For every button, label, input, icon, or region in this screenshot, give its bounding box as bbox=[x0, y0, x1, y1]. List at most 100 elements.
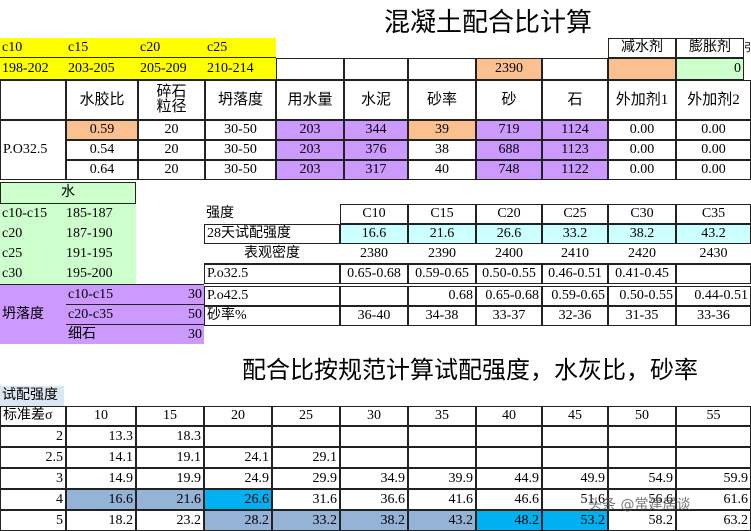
mix-cell-a2[interactable]: 0.00 bbox=[676, 160, 751, 180]
strength-cell[interactable]: 32-36 bbox=[542, 306, 608, 326]
trial-cell[interactable]: 46.6 bbox=[476, 489, 542, 510]
trial-cell[interactable]: 59.9 bbox=[676, 468, 751, 489]
trial-cell[interactable] bbox=[340, 426, 408, 447]
mix-cell-water[interactable]: 203 bbox=[276, 160, 344, 180]
trial-cell[interactable]: 29.9 bbox=[272, 468, 340, 489]
mix-cell-a1[interactable]: 0.00 bbox=[608, 140, 676, 160]
strength-cell[interactable]: 0.44-0.51 bbox=[676, 286, 751, 306]
grade-cell[interactable]: c15 bbox=[66, 38, 138, 58]
trial-cell[interactable] bbox=[272, 426, 340, 447]
trial-cell[interactable]: 36.6 bbox=[340, 489, 408, 510]
strength-cell[interactable]: 33-37 bbox=[476, 306, 542, 326]
trial-cell[interactable]: 33.2 bbox=[272, 510, 340, 531]
slump-value[interactable]: 30 bbox=[156, 324, 204, 344]
water-value[interactable]: 185-187 bbox=[64, 204, 136, 224]
mix-cell-stone[interactable]: 1124 bbox=[542, 120, 608, 140]
mix-cell-stone[interactable]: 1122 bbox=[542, 160, 608, 180]
strength-cell[interactable]: 21.6 bbox=[408, 224, 476, 244]
mix-cell-a2[interactable]: 0.00 bbox=[676, 140, 751, 160]
trial-cell[interactable]: 14.1 bbox=[66, 447, 136, 468]
trial-cell[interactable]: 18.3 bbox=[136, 426, 204, 447]
trial-cell[interactable]: 13.3 bbox=[66, 426, 136, 447]
input-box[interactable] bbox=[276, 58, 344, 80]
trial-cell[interactable]: 43.2 bbox=[408, 510, 476, 531]
trial-sigma[interactable]: 5 bbox=[0, 510, 66, 531]
trial-cell[interactable]: 23.2 bbox=[136, 510, 204, 531]
input-box[interactable] bbox=[344, 58, 408, 80]
mix-cell-a1[interactable]: 0.00 bbox=[608, 160, 676, 180]
grade-cell[interactable]: c25 bbox=[205, 38, 276, 58]
water-value[interactable]: 187-190 bbox=[64, 224, 136, 244]
trial-cell[interactable]: 19.1 bbox=[136, 447, 204, 468]
trial-cell[interactable]: 24.9 bbox=[204, 468, 272, 489]
trial-sigma[interactable]: 4 bbox=[0, 489, 66, 510]
trial-cell[interactable]: 29.1 bbox=[272, 447, 340, 468]
trial-sigma[interactable]: 3 bbox=[0, 468, 66, 489]
strength-cell[interactable]: 0.50-0.55 bbox=[476, 264, 542, 284]
mix-cell-sand[interactable]: 748 bbox=[476, 160, 542, 180]
trial-cell[interactable] bbox=[542, 426, 608, 447]
strength-cell[interactable]: 0.68 bbox=[408, 286, 476, 306]
grade-strength-cell[interactable]: 205-209 bbox=[138, 58, 205, 80]
mix-cell-a2[interactable]: 0.00 bbox=[676, 120, 751, 140]
trial-cell[interactable]: 39.9 bbox=[408, 468, 476, 489]
mix-cell-slump[interactable]: 30-50 bbox=[205, 160, 276, 180]
trial-cell[interactable]: 31.6 bbox=[272, 489, 340, 510]
trial-cell[interactable]: 16.6 bbox=[66, 489, 136, 510]
strength-cell[interactable]: 26.6 bbox=[476, 224, 542, 244]
input-box[interactable] bbox=[408, 58, 476, 80]
trial-cell[interactable] bbox=[204, 426, 272, 447]
strength-cell[interactable]: 2390 bbox=[408, 244, 476, 264]
mix-cell-size[interactable]: 20 bbox=[138, 140, 205, 160]
sand-input[interactable]: 2390 bbox=[476, 58, 542, 80]
trial-cell[interactable]: 14.9 bbox=[66, 468, 136, 489]
mix-cell-stone[interactable]: 1123 bbox=[542, 140, 608, 160]
trial-cell[interactable]: 41.6 bbox=[408, 489, 476, 510]
water-value[interactable]: 191-195 bbox=[64, 244, 136, 264]
strength-cell[interactable]: 2410 bbox=[542, 244, 608, 264]
reducer-input[interactable] bbox=[608, 58, 676, 80]
strength-cell[interactable]: 0.41-0.45 bbox=[608, 264, 676, 284]
mix-cell-slump[interactable]: 30-50 bbox=[205, 120, 276, 140]
mix-cell-wb[interactable]: 0.64 bbox=[66, 160, 138, 180]
trial-cell[interactable] bbox=[608, 426, 676, 447]
mix-cell-water[interactable]: 203 bbox=[276, 120, 344, 140]
trial-cell[interactable]: 18.2 bbox=[66, 510, 136, 531]
expansion-input[interactable]: 0 bbox=[676, 58, 744, 80]
trial-cell[interactable]: 48.2 bbox=[476, 510, 542, 531]
trial-cell[interactable]: 53.2 bbox=[542, 510, 608, 531]
trial-cell[interactable]: 34.9 bbox=[340, 468, 408, 489]
trial-cell[interactable]: 49.9 bbox=[542, 468, 608, 489]
strength-cell[interactable]: 2430 bbox=[676, 244, 751, 264]
mix-cell-slump[interactable]: 30-50 bbox=[205, 140, 276, 160]
trial-cell[interactable] bbox=[476, 447, 542, 468]
strength-cell[interactable]: 0.65-0.68 bbox=[340, 264, 408, 284]
strength-cell[interactable]: 2420 bbox=[608, 244, 676, 264]
mix-cell-water[interactable]: 203 bbox=[276, 140, 344, 160]
trial-cell[interactable] bbox=[476, 426, 542, 447]
trial-cell[interactable]: 28.2 bbox=[204, 510, 272, 531]
mix-cell-ratio[interactable]: 40 bbox=[408, 160, 476, 180]
trial-cell[interactable] bbox=[676, 447, 751, 468]
slump-value[interactable]: 50 bbox=[156, 304, 204, 324]
mix-cell-cement[interactable]: 317 bbox=[344, 160, 408, 180]
strength-cell[interactable]: 0.59-0.65 bbox=[542, 286, 608, 306]
trial-cell[interactable] bbox=[340, 447, 408, 468]
trial-cell[interactable] bbox=[542, 447, 608, 468]
trial-cell[interactable]: 24.1 bbox=[204, 447, 272, 468]
grade-cell[interactable]: c20 bbox=[138, 38, 205, 58]
mix-cell-wb[interactable]: 0.54 bbox=[66, 140, 138, 160]
strength-cell[interactable]: 33.2 bbox=[542, 224, 608, 244]
mix-cell-cement[interactable]: 376 bbox=[344, 140, 408, 160]
mix-cell-sand[interactable]: 719 bbox=[476, 120, 542, 140]
strength-cell[interactable] bbox=[340, 286, 408, 306]
grade-strength-cell[interactable]: 210-214 bbox=[205, 58, 276, 80]
mix-cell-sand[interactable]: 688 bbox=[476, 140, 542, 160]
slump-value[interactable]: 30 bbox=[156, 284, 204, 304]
strength-cell[interactable]: 0.50-0.55 bbox=[608, 286, 676, 306]
input-box[interactable] bbox=[542, 58, 608, 80]
mix-cell-ratio[interactable]: 38 bbox=[408, 140, 476, 160]
grade-strength-cell[interactable]: 198-202 bbox=[0, 58, 66, 80]
trial-cell[interactable]: 26.6 bbox=[204, 489, 272, 510]
strength-cell[interactable]: 0.59-0.65 bbox=[408, 264, 476, 284]
